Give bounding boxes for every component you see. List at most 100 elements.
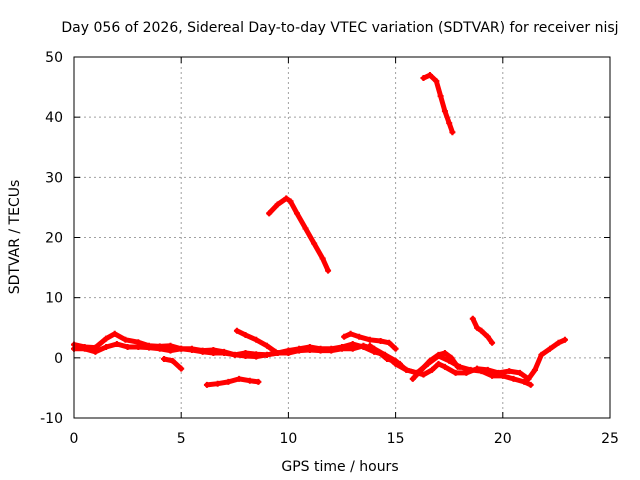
y-tick-label: 0 bbox=[54, 351, 63, 367]
data-point bbox=[242, 353, 249, 360]
data-point bbox=[499, 372, 506, 379]
data-point bbox=[124, 344, 131, 351]
data-point bbox=[221, 350, 228, 357]
data-point bbox=[263, 342, 270, 349]
data-point bbox=[349, 345, 356, 352]
data-point bbox=[92, 348, 99, 355]
x-axis-label: GPS time / hours bbox=[281, 459, 398, 475]
data-point bbox=[263, 351, 270, 358]
y-axis-label: SDTVAR / TECUs bbox=[7, 180, 23, 295]
data-point bbox=[328, 347, 335, 354]
data-point bbox=[521, 378, 528, 385]
data-point bbox=[266, 210, 273, 217]
data-point bbox=[319, 255, 326, 262]
data-point bbox=[242, 331, 249, 338]
data-point bbox=[178, 345, 185, 352]
data-point bbox=[449, 129, 456, 136]
data-point bbox=[435, 351, 442, 358]
data-point bbox=[426, 72, 433, 79]
data-point bbox=[469, 315, 476, 322]
y-tick-label: 10 bbox=[45, 291, 63, 307]
data-point bbox=[293, 210, 300, 217]
data-point bbox=[510, 375, 517, 382]
x-tick-label: 20 bbox=[494, 431, 512, 447]
x-tick-label: 25 bbox=[601, 431, 619, 447]
data-point bbox=[409, 375, 416, 382]
data-point bbox=[178, 365, 185, 372]
data-point bbox=[356, 333, 363, 340]
data-point bbox=[506, 368, 513, 375]
data-point bbox=[418, 366, 425, 373]
data-point bbox=[325, 267, 332, 274]
data-point bbox=[81, 345, 88, 352]
data-point bbox=[396, 360, 403, 367]
data-point bbox=[236, 375, 243, 382]
data-point bbox=[366, 336, 373, 343]
series-dip-5 bbox=[161, 356, 185, 372]
data-point bbox=[441, 363, 448, 370]
data-point bbox=[366, 342, 373, 349]
data-point bbox=[283, 195, 290, 202]
data-point bbox=[478, 327, 485, 334]
data-point bbox=[433, 78, 440, 85]
data-point bbox=[360, 342, 367, 349]
data-point bbox=[285, 350, 292, 357]
data-point bbox=[225, 378, 232, 385]
data-point bbox=[231, 351, 238, 358]
data-point bbox=[375, 348, 382, 355]
data-point bbox=[454, 363, 461, 370]
series-hump-14-15b bbox=[366, 342, 403, 367]
x-tick-label: 15 bbox=[387, 431, 405, 447]
data-point bbox=[538, 351, 545, 358]
data-point bbox=[384, 356, 391, 363]
series-arc-9-12 bbox=[266, 195, 332, 274]
data-point bbox=[525, 375, 532, 382]
data-point bbox=[169, 357, 176, 364]
data-point bbox=[274, 201, 281, 208]
data-point bbox=[103, 344, 110, 351]
data-point bbox=[156, 345, 163, 352]
y-tick-label: -10 bbox=[40, 411, 63, 427]
data-point bbox=[253, 336, 260, 343]
series-line bbox=[71, 341, 534, 388]
data-point bbox=[296, 347, 303, 354]
y-tick-label: 30 bbox=[45, 170, 63, 186]
series-baseline-b bbox=[71, 340, 534, 388]
data-point bbox=[489, 339, 496, 346]
data-point bbox=[339, 345, 345, 352]
data-point bbox=[214, 380, 221, 387]
series-segment-18-20 bbox=[469, 315, 496, 346]
data-point bbox=[441, 350, 448, 357]
data-point bbox=[437, 93, 444, 100]
data-point bbox=[403, 366, 410, 373]
x-tick-label: 10 bbox=[279, 431, 297, 447]
data-point bbox=[390, 357, 397, 364]
data-point bbox=[255, 378, 262, 385]
data-point bbox=[272, 348, 279, 355]
data-point bbox=[341, 333, 348, 340]
data-point bbox=[302, 225, 309, 232]
data-point bbox=[441, 108, 448, 115]
data-point bbox=[246, 377, 253, 384]
data-point bbox=[452, 369, 459, 376]
data-point bbox=[146, 344, 153, 351]
data-point bbox=[426, 357, 433, 364]
series-descent-7-10 bbox=[233, 327, 279, 355]
series-hump-13-15 bbox=[341, 330, 399, 352]
data-point bbox=[392, 345, 399, 352]
grid bbox=[74, 57, 610, 418]
series-arc-16-18 bbox=[420, 72, 456, 136]
data-point bbox=[489, 372, 496, 379]
data-point bbox=[555, 339, 562, 346]
data-point bbox=[448, 354, 455, 361]
data-point bbox=[531, 366, 538, 373]
data-point bbox=[420, 371, 427, 378]
data-point bbox=[113, 340, 120, 347]
data-point bbox=[467, 366, 474, 373]
data-point bbox=[474, 324, 481, 331]
data-point bbox=[253, 353, 260, 360]
data-point bbox=[306, 347, 313, 354]
data-point bbox=[122, 336, 129, 343]
data-point bbox=[516, 369, 523, 376]
